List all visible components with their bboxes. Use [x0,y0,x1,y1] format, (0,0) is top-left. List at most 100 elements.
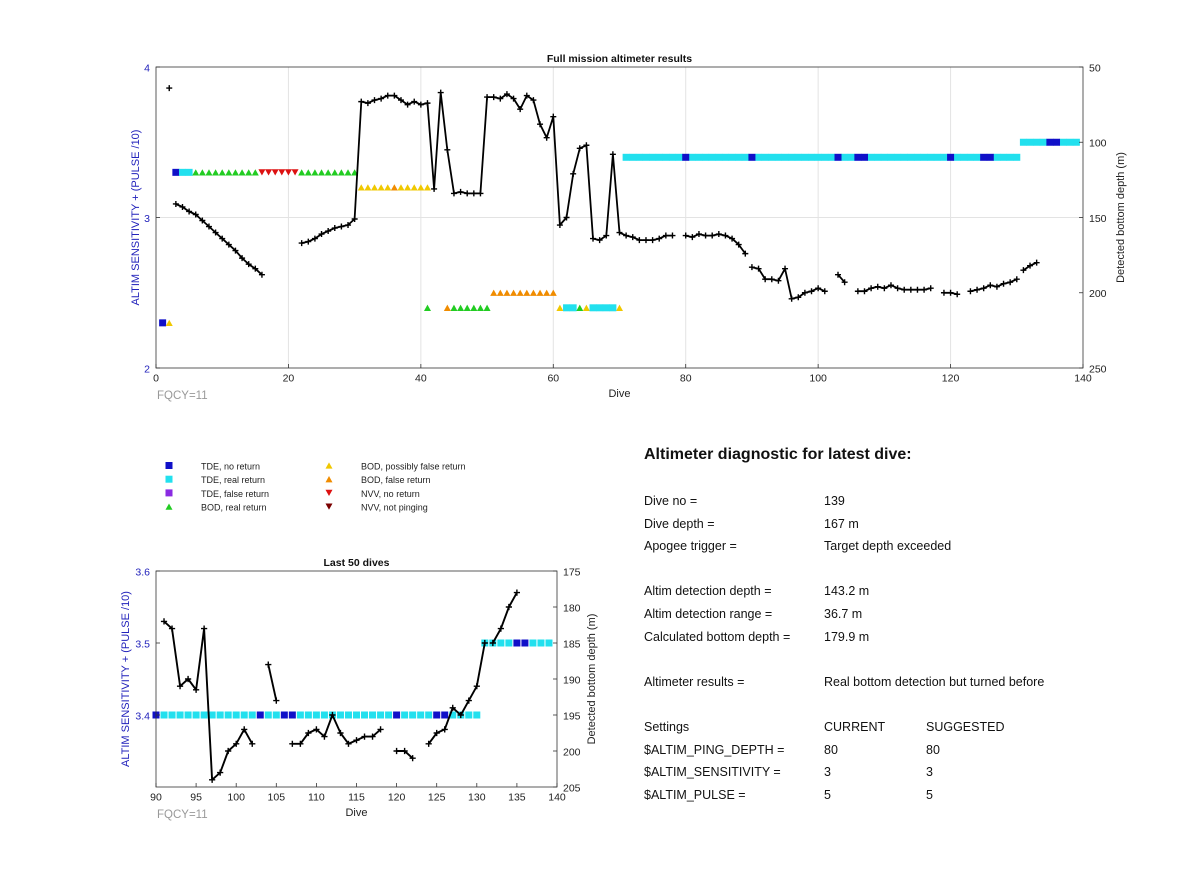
depth-point [861,288,868,295]
depth-point [411,98,418,105]
detection-range-value: 36.7 m [824,606,863,621]
depth-point [252,265,259,272]
pulse-current: 5 [824,787,831,802]
tde-no-return-marker [682,153,690,161]
tde-real-return-marker [240,711,248,719]
tde-real-return-marker [473,711,481,719]
x-axis-label: Dive [345,807,367,819]
legend-label: TDE, false return [201,489,269,499]
depth-point [901,286,908,293]
tde-real-return-marker [728,153,736,161]
tde-real-return-marker [1026,138,1034,146]
depth-point [450,190,457,197]
bod-possibly-false-marker [377,184,385,191]
dive-depth-value: 167 m [824,516,859,531]
ping-depth-current: 80 [824,742,838,757]
depth-point [729,235,736,242]
tde-real-return-marker [185,168,193,176]
tde-no-return-marker [172,168,180,176]
bod-possibly-false-marker [384,184,392,191]
depth-point [815,285,822,292]
y2-tick-label: 180 [563,602,581,614]
depth-point [1007,279,1014,286]
bod-real-return-marker [476,304,484,311]
x-tick-label: 100 [227,792,245,804]
depth-point [490,94,497,101]
depth-point [510,95,517,102]
tde-real-return-marker [900,153,908,161]
tde-real-return-marker [216,711,224,719]
tde-real-return-marker [768,153,776,161]
tde-real-return-marker [449,711,457,719]
tde-real-return-marker [385,711,393,719]
tde-real-return-marker [232,711,240,719]
depth-point [249,740,256,747]
diagnostic-title: Altimeter diagnostic for latest dive: [644,446,912,463]
tde-real-return-marker [927,153,935,161]
detection-depth-row: Altim detection depth = 143.2 m [644,584,1184,607]
depth-point [868,285,875,292]
tde-no-return-marker [748,153,756,161]
bod-false-return-marker [543,289,551,296]
bottom-depth-label: Calculated bottom depth = [644,629,791,644]
bod-possibly-false-marker [357,184,365,191]
bod-possibly-false-marker [165,319,173,326]
depth-point [993,283,1000,290]
tde-no-return-legend-marker [165,462,173,469]
nvv-no-return-marker [258,169,266,176]
bod-possibly-false-marker [410,184,418,191]
depth-point [477,190,484,197]
depth-point [424,100,431,107]
depth-point [576,145,583,152]
depth-point [649,237,656,244]
tde-real-return-marker [887,153,895,161]
depth-point [321,733,328,740]
y2-tick-label: 195 [563,710,581,722]
tde-real-return-marker [721,153,729,161]
bod-false-return-marker [529,289,537,296]
bod-false-return-marker [536,289,544,296]
legend-label: BOD, real return [201,503,267,513]
tde-real-return-marker [425,711,433,719]
suggested-header: SUGGESTED [926,719,1005,734]
tde-real-return-marker [801,153,809,161]
depth-point [444,146,451,153]
tde-real-return-marker [609,304,617,312]
depth-point [393,747,400,755]
depth-point [369,733,376,740]
depth-point [329,711,336,719]
bod-possibly-false-marker [364,184,372,191]
y-tick-label: 4 [144,62,150,74]
detection-depth-value: 143.2 m [824,584,870,599]
depth-point [201,625,208,632]
depth-point [358,98,365,105]
tde-real-return-marker [248,711,256,719]
depth-point [409,755,416,762]
last-50-dives-chart: 90 95 100 105 110 115 120 125 130 135 140 3.4 3.5 3.6… [120,557,598,821]
tde-no-return-marker [159,319,167,327]
tde-real-return-marker [821,153,829,161]
depth-line [685,233,747,255]
ping-depth-suggested: 80 [926,742,940,757]
pulse-label: $ALTIM_PULSE = [644,787,746,802]
bod-real-return-marker [304,169,312,176]
depth-point [325,228,332,235]
tde-real-return-marker [465,711,473,719]
pulse-row: $ALTIM_PULSE = 5 5 [644,788,1184,811]
depth-point [484,94,491,101]
tde-real-return-marker [336,711,344,719]
depth-point [457,711,464,719]
y2-tick-label: 100 [1089,138,1107,150]
depth-point [361,733,368,740]
bod-real-return-marker [331,169,339,176]
depth-point [449,704,456,711]
results-label: Altimeter results = [644,674,745,689]
tde-real-return-marker [200,711,208,719]
tde-real-return-marker [589,304,597,312]
depth-point [523,92,530,99]
depth-point [695,231,702,238]
bod-real-return-legend-marker [165,503,173,510]
tde-real-return-marker [953,153,961,161]
depth-point [702,232,709,239]
